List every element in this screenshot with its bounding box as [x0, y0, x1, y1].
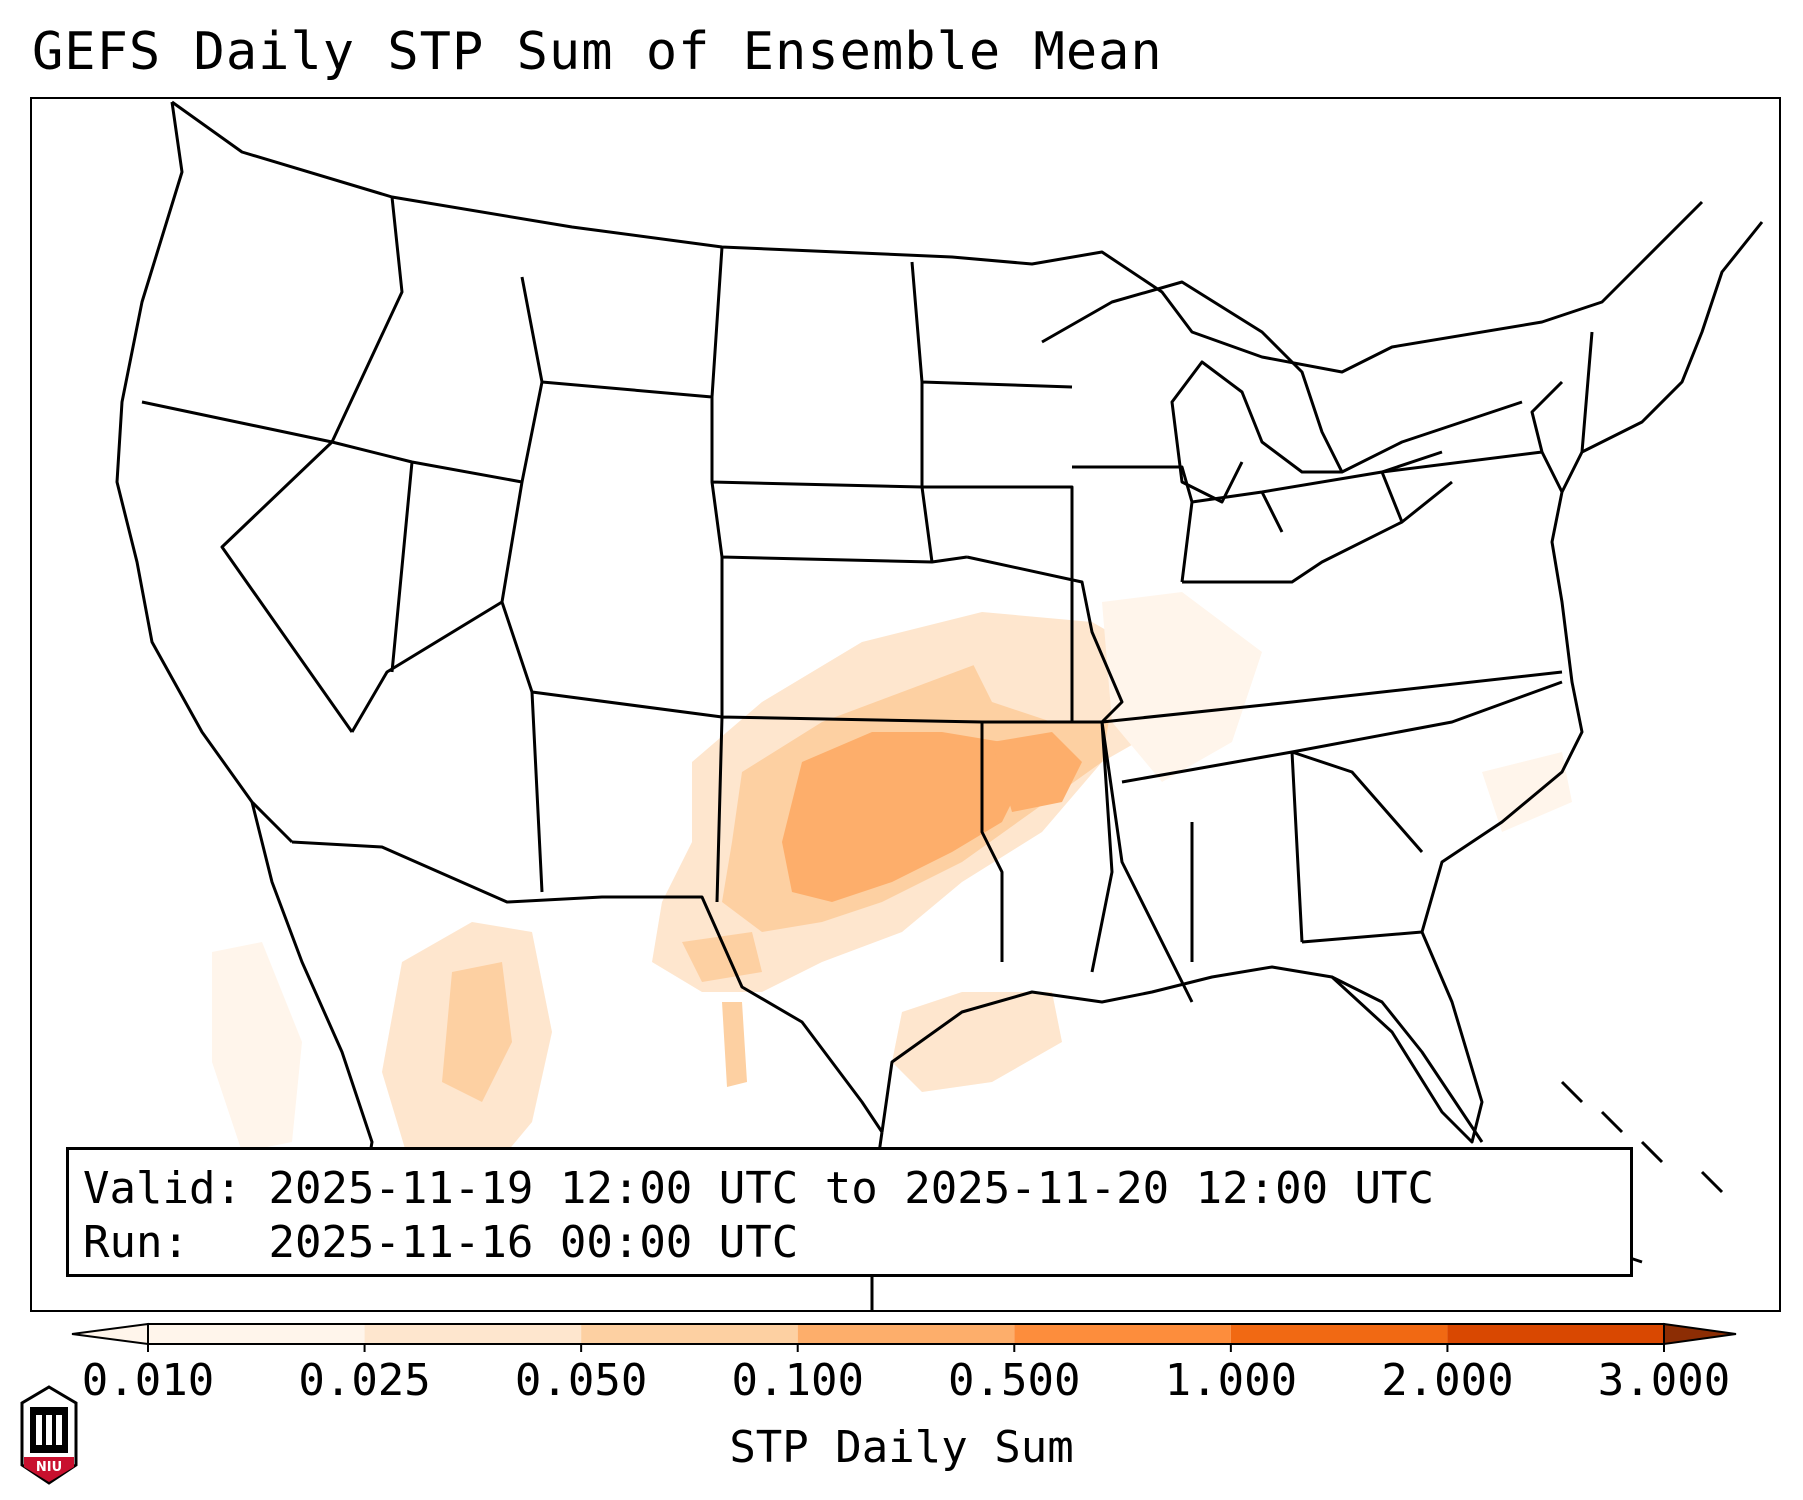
great-lakes [1041, 280, 1523, 504]
stp-region-south-texas [722, 1002, 747, 1087]
validity-info-box: Valid: 2025-11-19 12:00 UTC to 2025-11-2… [66, 1147, 1633, 1277]
stp-field-shading [212, 592, 1572, 1182]
stp-region-carolina [1482, 752, 1572, 832]
colorbar-segment [364, 1324, 582, 1344]
florida [1331, 975, 1484, 1143]
colorbar [71, 1322, 1737, 1352]
colorbar-max-extension [1663, 1322, 1737, 1346]
geographic-boundaries [115, 100, 1764, 1310]
map-canvas [115, 100, 1764, 1310]
colorbar-outline [147, 1323, 1665, 1345]
stp-region-west-texas [682, 932, 762, 982]
colorbar-segment [1014, 1324, 1231, 1344]
colorbar-label: STP Daily Sum [729, 1422, 1074, 1473]
colorbar-segment [1447, 1324, 1664, 1344]
colorbar-segment [148, 1324, 365, 1344]
valid-value: 2025-11-19 12:00 UTC to 2025-11-20 12:00… [268, 1163, 1435, 1214]
colorbar-segment [797, 1324, 1015, 1344]
niu-logo-text: NIU [36, 1460, 62, 1475]
colorbar-segment [581, 1324, 798, 1344]
valid-label: Valid: [83, 1163, 242, 1214]
stp-region-gulf [892, 992, 1062, 1092]
colorbar-tick-label: 0.050 [514, 1355, 648, 1406]
run-value: 2025-11-16 00:00 UTC [268, 1217, 799, 1268]
bahamas [1560, 1080, 1724, 1194]
colorbar-tick-label: 0.010 [81, 1355, 215, 1406]
state-lines-east [1101, 331, 1594, 962]
colorbar-tick-label: 3.000 [1597, 1355, 1731, 1406]
stp-region-core [782, 732, 1022, 902]
colorbar-tick-label: 0.500 [948, 1355, 1081, 1406]
colorbar-segment [1230, 1324, 1448, 1344]
colorbar-tick-label: 0.100 [731, 1355, 864, 1406]
niu-logo-icon: NIU [20, 1385, 78, 1485]
colorbar-tick-label: 0.025 [298, 1355, 431, 1406]
colorbar-tick-label: 1.000 [1164, 1355, 1298, 1406]
us-west-coast [115, 101, 294, 844]
stp-region-baja [212, 942, 302, 1152]
colorbar-min-extension [71, 1322, 149, 1346]
stp-region-core-east [992, 732, 1082, 812]
colorbar-ticks: 0.010 0.025 0.050 0.100 0.500 1.000 2.000 3.000 [0, 1355, 1803, 1415]
run-time-line: Run: 2025-11-16 00:00 UTC [83, 1216, 1616, 1270]
us-east-coast [1420, 221, 1764, 933]
run-label: Run: [83, 1217, 189, 1268]
stp-region-ohio-valley [1102, 592, 1262, 782]
stp-region-mexico-core [442, 962, 512, 1102]
us-mexico-border [291, 840, 884, 1133]
texas-gulf-coast [880, 931, 1484, 1144]
valid-time-line: Valid: 2025-11-19 12:00 UTC to 2025-11-2… [83, 1162, 1616, 1216]
canada-border [171, 100, 1704, 374]
colorbar-tick-label: 2.000 [1381, 1355, 1514, 1406]
page-title: GEFS Daily STP Sum of Ensemble Mean [32, 22, 1163, 82]
map-frame [30, 97, 1781, 1312]
